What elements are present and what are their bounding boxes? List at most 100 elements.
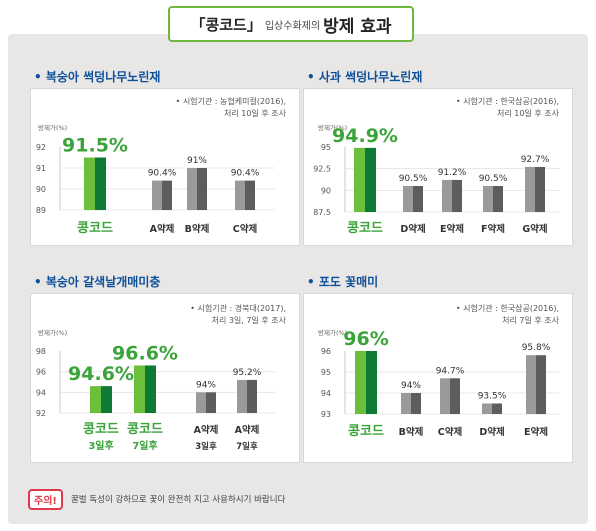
chart-title-peach-planthopper: • 복숭아 갈색날개매미충	[34, 275, 161, 289]
chart-note-grape-lanternfly: • 시험기관 : 한국삼공(2016), 처리 7일 후 조사	[456, 303, 559, 327]
bar-right-half	[206, 392, 216, 413]
y-tick-label: 98	[36, 347, 46, 356]
y-axis-label: 방제가(%)	[38, 328, 67, 337]
y-tick-label: 92.5	[313, 165, 331, 174]
y-tick-label: 93	[321, 410, 331, 419]
data-label: 94%	[401, 381, 421, 391]
data-label: 96.6%	[112, 342, 178, 364]
y-tick-label: 89	[36, 206, 46, 215]
data-label: 91%	[187, 156, 207, 166]
bar-left-half	[354, 147, 365, 212]
bar-right-half	[492, 403, 502, 414]
y-axis-label: 방제가(%)	[318, 123, 347, 132]
note-line-1: • 시험기관 : 한국삼공(2016),	[455, 97, 559, 106]
y-tick-label: 90	[36, 185, 46, 194]
bar-left-half	[187, 168, 197, 210]
data-label: 93.5%	[478, 392, 507, 402]
bar-left-half	[525, 166, 535, 212]
bar-right-half	[247, 379, 257, 413]
y-tick-label: 90	[321, 186, 331, 195]
y-tick-label: 91	[36, 164, 46, 173]
data-label: 96%	[343, 328, 388, 350]
category-label: B약제	[185, 223, 210, 235]
data-label: 95.8%	[522, 343, 551, 353]
bar-right-half	[411, 393, 421, 414]
caution-badge: 주의!	[28, 488, 63, 510]
chart-note-apple-stinkbug: • 시험기관 : 한국삼공(2016), 처리 10일 후 조사	[456, 96, 559, 120]
note-line-2: 처리 10일 후 조사	[224, 109, 286, 118]
category-label: F약제	[481, 223, 505, 235]
category-label: 콩코드	[83, 422, 119, 437]
y-axis-label: 방제가(%)	[38, 123, 67, 132]
data-label: 95.2%	[233, 368, 262, 378]
page-title: 「콩코드」 입상수화제의 방제 효과	[168, 6, 414, 42]
data-label: 92.7%	[521, 155, 550, 165]
bar-left-half	[355, 351, 366, 414]
caution-text: 꿀벌 독성이 강하므로 꽃이 완전히 지고 사용하시기 바랍니다	[70, 495, 286, 505]
category-label: E약제	[440, 223, 464, 235]
data-label: 90.5%	[479, 174, 508, 184]
category-label: B약제	[399, 426, 424, 438]
chart-title-grape-lanternfly: • 포도 꽃매미	[307, 275, 379, 289]
note-line-1: • 시험기관 : 경북대(2017),	[190, 304, 286, 313]
title-product: 「콩코드」	[190, 15, 262, 34]
data-label: 94%	[196, 380, 216, 390]
y-axis-label: 방제가(%)	[318, 328, 347, 337]
bar-right-half	[413, 186, 423, 212]
bar-right-half	[536, 355, 546, 414]
category-sublabel: 3일후	[195, 441, 217, 452]
note-line-2: 처리 10일 후 조사	[497, 109, 559, 118]
bar-right-half	[197, 168, 207, 210]
data-label: 94.9%	[332, 125, 398, 147]
bar-right-half	[452, 179, 462, 212]
bar-left-half	[90, 386, 101, 413]
category-label: C약제	[438, 426, 462, 438]
bar-left-half	[134, 365, 145, 413]
caution-notice: 주의! 꿀벌 독성이 강하므로 꽃이 완전히 지고 사용하시기 바랍니다	[28, 488, 573, 510]
category-label: 콩코드	[127, 422, 163, 437]
chart-panel-peach-planthopper	[30, 293, 300, 463]
category-label: E약제	[524, 426, 548, 438]
note-line-2: 처리 3일, 7일 후 조사	[211, 316, 286, 325]
category-label: A약제	[150, 223, 175, 235]
bar-left-half	[152, 180, 162, 210]
category-label: A약제	[235, 424, 260, 436]
bar-right-half	[365, 147, 376, 212]
chart-note-peach-planthopper: • 시험기관 : 경북대(2017), 처리 3일, 7일 후 조사	[190, 303, 286, 327]
y-tick-label: 87.5	[313, 208, 331, 217]
category-label: 콩코드	[348, 424, 384, 439]
bar-right-half	[101, 386, 112, 413]
chart-title-peach-stinkbug: • 복숭아 썩덩나무노린재	[34, 70, 161, 84]
bar-left-half	[84, 157, 95, 210]
chart-panel-peach-stinkbug	[30, 88, 300, 246]
bar-left-half	[482, 403, 492, 414]
y-tick-label: 96	[36, 368, 46, 377]
note-line-1: • 시험기관 : 농협케미컬(2016),	[175, 97, 286, 106]
y-tick-label: 92	[36, 409, 46, 418]
data-label: 90.4%	[231, 169, 260, 179]
data-label: 90.5%	[399, 174, 428, 184]
bar-left-half	[440, 378, 450, 414]
y-tick-label: 96	[321, 347, 331, 356]
category-label: A약제	[194, 424, 219, 436]
category-sublabel: 7일후	[236, 441, 258, 452]
bar-left-half	[237, 379, 247, 413]
bar-right-half	[450, 378, 460, 414]
category-label: D약제	[479, 426, 504, 438]
data-label: 90.4%	[148, 169, 177, 179]
bar-left-half	[401, 393, 411, 414]
category-sublabel: 3일후	[88, 439, 113, 452]
chart-title-apple-stinkbug: • 사과 썩덩나무노린재	[307, 70, 423, 84]
data-label: 94.6%	[68, 363, 134, 385]
y-tick-label: 92	[36, 143, 46, 152]
y-tick-label: 95	[321, 368, 331, 377]
bar-right-half	[535, 166, 545, 212]
category-label: 콩코드	[77, 221, 113, 236]
category-label: C약제	[233, 223, 257, 235]
category-label: D약제	[400, 223, 425, 235]
bar-left-half	[235, 180, 245, 210]
bar-right-half	[366, 351, 377, 414]
chart-note-peach-stinkbug: • 시험기관 : 농협케미컬(2016), 처리 10일 후 조사	[176, 96, 286, 120]
data-label: 91.2%	[438, 168, 467, 178]
